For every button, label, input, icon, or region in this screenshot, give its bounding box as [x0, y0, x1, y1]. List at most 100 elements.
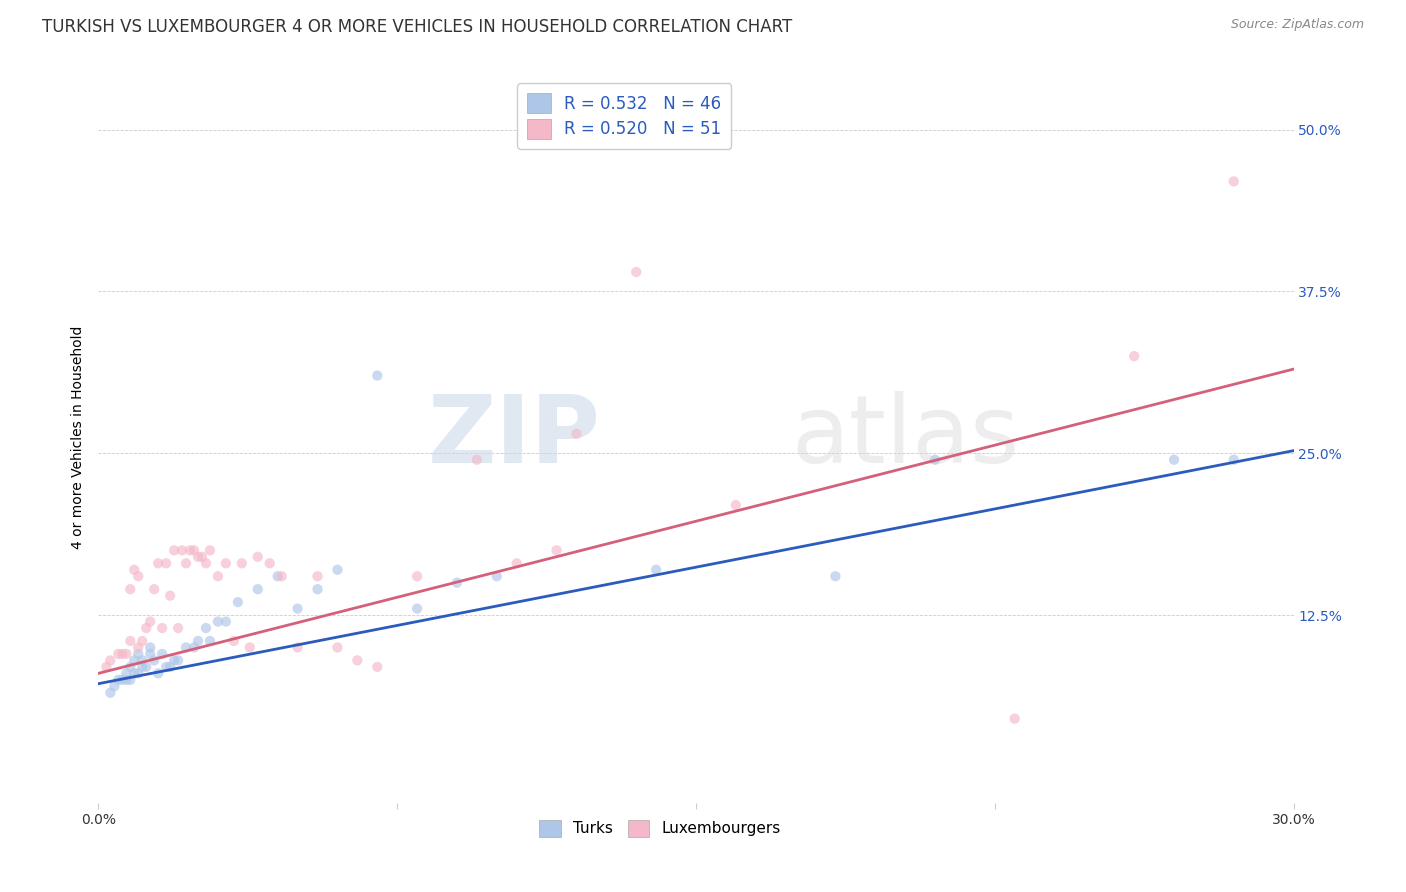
- Point: [163, 543, 186, 558]
- Point: [124, 563, 146, 577]
- Point: [174, 640, 197, 655]
- Point: [135, 660, 157, 674]
- Point: [131, 653, 153, 667]
- Point: [1123, 349, 1146, 363]
- Point: [159, 589, 181, 603]
- Point: [824, 569, 846, 583]
- Point: [215, 557, 238, 571]
- Point: [246, 549, 269, 564]
- Point: [127, 647, 149, 661]
- Point: [143, 653, 166, 667]
- Point: [120, 634, 142, 648]
- Point: [139, 615, 162, 629]
- Point: [546, 543, 568, 558]
- Point: [924, 452, 946, 467]
- Point: [259, 557, 281, 571]
- Point: [127, 640, 149, 655]
- Point: [307, 582, 329, 597]
- Point: [366, 660, 388, 674]
- Point: [111, 647, 134, 661]
- Point: [326, 563, 349, 577]
- Point: [1163, 452, 1185, 467]
- Point: [287, 640, 309, 655]
- Point: [231, 557, 253, 571]
- Legend: Turks, Luxembourgers: Turks, Luxembourgers: [530, 811, 790, 847]
- Point: [465, 452, 488, 467]
- Point: [155, 660, 177, 674]
- Point: [207, 615, 229, 629]
- Point: [124, 653, 146, 667]
- Point: [366, 368, 388, 383]
- Point: [239, 640, 262, 655]
- Point: [124, 666, 146, 681]
- Point: [446, 575, 468, 590]
- Point: [506, 557, 529, 571]
- Point: [172, 543, 194, 558]
- Point: [287, 601, 309, 615]
- Point: [226, 595, 249, 609]
- Text: Source: ZipAtlas.com: Source: ZipAtlas.com: [1230, 18, 1364, 31]
- Point: [191, 549, 214, 564]
- Text: atlas: atlas: [792, 391, 1019, 483]
- Point: [267, 569, 290, 583]
- Point: [159, 660, 181, 674]
- Point: [645, 563, 668, 577]
- Point: [207, 569, 229, 583]
- Point: [215, 615, 238, 629]
- Point: [111, 673, 134, 687]
- Point: [183, 543, 205, 558]
- Point: [174, 557, 197, 571]
- Point: [143, 582, 166, 597]
- Point: [326, 640, 349, 655]
- Point: [246, 582, 269, 597]
- Point: [150, 621, 173, 635]
- Point: [198, 543, 221, 558]
- Point: [115, 666, 138, 681]
- Y-axis label: 4 or more Vehicles in Household: 4 or more Vehicles in Household: [70, 326, 84, 549]
- Point: [107, 673, 129, 687]
- Point: [107, 647, 129, 661]
- Point: [179, 543, 201, 558]
- Point: [139, 647, 162, 661]
- Point: [626, 265, 648, 279]
- Point: [135, 621, 157, 635]
- Point: [307, 569, 329, 583]
- Point: [724, 498, 747, 512]
- Point: [1223, 174, 1246, 188]
- Point: [120, 660, 142, 674]
- Point: [115, 647, 138, 661]
- Point: [148, 666, 170, 681]
- Point: [120, 582, 142, 597]
- Point: [139, 640, 162, 655]
- Point: [163, 653, 186, 667]
- Point: [565, 426, 588, 441]
- Point: [187, 549, 209, 564]
- Point: [98, 653, 122, 667]
- Point: [198, 634, 221, 648]
- Text: ZIP: ZIP: [427, 391, 600, 483]
- Point: [406, 569, 429, 583]
- Point: [222, 634, 245, 648]
- Point: [103, 679, 125, 693]
- Point: [406, 601, 429, 615]
- Point: [96, 660, 118, 674]
- Point: [195, 621, 218, 635]
- Point: [485, 569, 508, 583]
- Point: [131, 660, 153, 674]
- Point: [183, 640, 205, 655]
- Point: [98, 686, 122, 700]
- Point: [155, 557, 177, 571]
- Point: [167, 653, 190, 667]
- Point: [167, 621, 190, 635]
- Point: [187, 634, 209, 648]
- Point: [150, 647, 173, 661]
- Point: [115, 673, 138, 687]
- Text: TURKISH VS LUXEMBOURGER 4 OR MORE VEHICLES IN HOUSEHOLD CORRELATION CHART: TURKISH VS LUXEMBOURGER 4 OR MORE VEHICL…: [42, 18, 793, 36]
- Point: [195, 557, 218, 571]
- Point: [346, 653, 368, 667]
- Point: [148, 557, 170, 571]
- Point: [120, 673, 142, 687]
- Point: [270, 569, 292, 583]
- Point: [1004, 712, 1026, 726]
- Point: [131, 634, 153, 648]
